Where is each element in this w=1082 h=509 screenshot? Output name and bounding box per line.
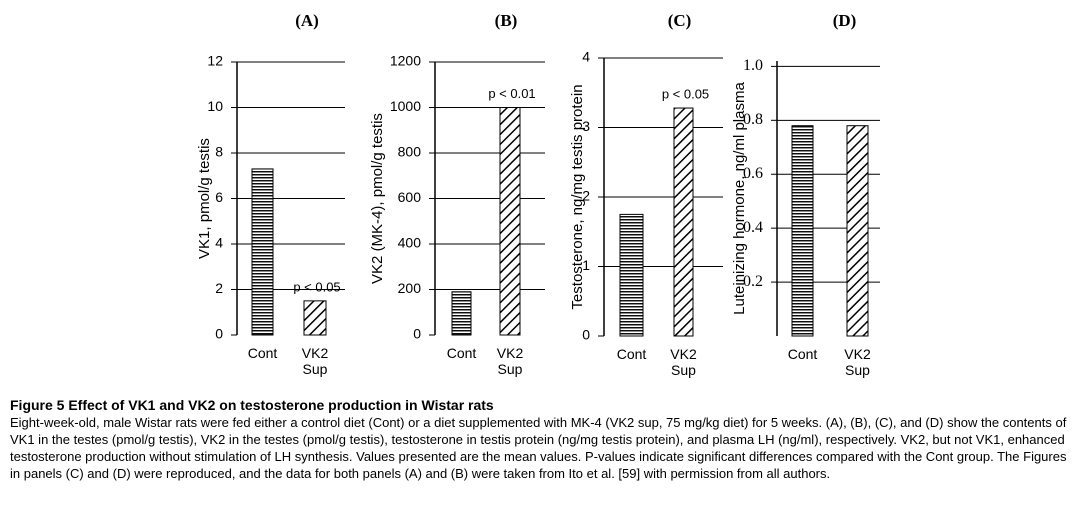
y-tick-label: 800 (398, 144, 422, 160)
y-tick-label: 1000 (390, 98, 421, 114)
x-tick-label: Cont (446, 345, 477, 361)
y-tick-label: 0.8 (743, 111, 763, 128)
y-tick-label: 400 (398, 235, 422, 251)
y-tick-label: 200 (398, 280, 422, 296)
y-tick-label: 12 (207, 53, 223, 69)
y-tick-label: 2 (215, 280, 223, 296)
x-tick-label: VK2 Sup (301, 345, 329, 377)
bar (673, 107, 694, 337)
y-tick-label: 0.6 (743, 165, 763, 182)
caption-title: Figure 5 Effect of VK1 and VK2 on testos… (10, 397, 494, 413)
x-tick-label: VK2 Sup (844, 346, 871, 378)
panel-title: (D) (833, 11, 857, 30)
bar (251, 168, 274, 336)
y-tick-label: 1 (582, 257, 590, 273)
y-tick-label: 600 (398, 189, 422, 205)
annotation: p < 0.05 (662, 86, 709, 101)
y-tick-label: 4 (215, 235, 223, 251)
y-tick-label: 8 (215, 144, 223, 160)
y-tick-label: 1200 (390, 53, 421, 69)
y-axis-label: VK1, pmol/g testis (196, 138, 213, 259)
y-axis-label: VK2 (MK-4), pmol/g testis (369, 113, 386, 284)
annotation: p < 0.05 (293, 279, 340, 294)
y-tick-label: 6 (215, 189, 223, 205)
y-tick-label: 0 (215, 326, 223, 342)
y-tick-label: 0.2 (743, 273, 763, 290)
bar (846, 125, 869, 337)
y-tick-label: 0 (582, 327, 590, 343)
bar (303, 300, 327, 336)
bar (791, 125, 814, 337)
bar (619, 213, 644, 337)
x-tick-label: Cont (247, 345, 278, 361)
x-tick-label: Cont (616, 346, 647, 362)
y-tick-label: 0 (413, 326, 421, 342)
y-tick-label: 10 (207, 98, 223, 114)
x-tick-label: Cont (787, 346, 818, 362)
x-tick-label: VK2 Sup (670, 346, 697, 378)
x-tick-label: VK2 Sup (496, 345, 524, 377)
panel-title: (C) (668, 11, 692, 30)
y-tick-label: 4 (582, 49, 590, 65)
panel-title: (B) (495, 11, 518, 30)
bar (499, 107, 521, 336)
y-axis-label: Testosterone, ng/mg testis protein (569, 84, 586, 309)
y-tick-label: 2 (582, 188, 590, 204)
panel-title: (A) (295, 11, 319, 30)
y-axis-label: Luteinizing hormone, ng/ml plasma (731, 82, 748, 315)
y-tick-label: 1.0 (743, 57, 763, 74)
y-tick-label: 0.4 (743, 219, 763, 236)
annotation: p < 0.01 (488, 86, 535, 101)
y-tick-label: 3 (582, 118, 590, 134)
caption-text: Eight-week-old, male Wistar rats were fe… (10, 415, 1067, 481)
bar (451, 291, 472, 336)
caption: Figure 5 Effect of VK1 and VK2 on testos… (10, 397, 1076, 482)
